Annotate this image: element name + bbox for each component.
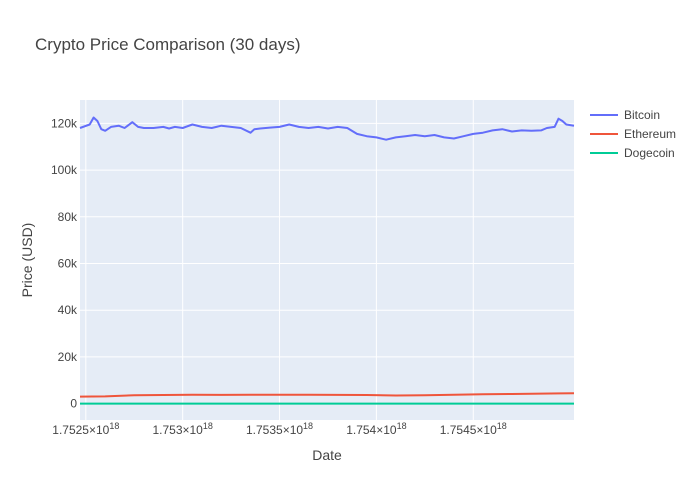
gridlines bbox=[80, 100, 574, 420]
y-axis-title: Price (USD) bbox=[19, 223, 35, 298]
x-tick-label: 1.7545×1018 bbox=[440, 421, 507, 437]
series-line-bitcoin bbox=[79, 116, 575, 141]
x-tick-label: 1.753×1018 bbox=[152, 421, 212, 437]
legend-label-ethereum: Ethereum bbox=[624, 127, 676, 141]
plot-area bbox=[80, 100, 574, 420]
y-tick-label: 20k bbox=[58, 350, 78, 364]
series-line-ethereum bbox=[79, 392, 575, 398]
y-tick-label: 80k bbox=[58, 210, 78, 224]
legend-label-bitcoin: Bitcoin bbox=[624, 108, 660, 122]
y-tick-label: 100k bbox=[51, 163, 78, 177]
x-axis-ticks: 1.7525×1018 1.753×1018 1.7535×1018 1.754×10… bbox=[52, 421, 507, 437]
x-tick-label: 1.754×1018 bbox=[346, 421, 406, 437]
y-tick-label: 60k bbox=[58, 257, 78, 271]
legend-label-dogecoin: Dogecoin bbox=[624, 146, 675, 160]
chart-title: Crypto Price Comparison (30 days) bbox=[35, 35, 300, 54]
x-axis-title: Date bbox=[312, 447, 342, 463]
y-tick-label: 120k bbox=[51, 116, 78, 130]
legend: Bitcoin Ethereum Dogecoin bbox=[590, 108, 676, 160]
y-tick-label: 40k bbox=[58, 303, 78, 317]
y-axis-ticks: 0 20k 40k 60k 80k 100k 120k bbox=[51, 116, 78, 410]
y-tick-label: 0 bbox=[70, 397, 77, 411]
series-lines bbox=[79, 116, 575, 405]
x-tick-label: 1.7535×1018 bbox=[246, 421, 313, 437]
x-tick-label: 1.7525×1018 bbox=[52, 421, 119, 437]
